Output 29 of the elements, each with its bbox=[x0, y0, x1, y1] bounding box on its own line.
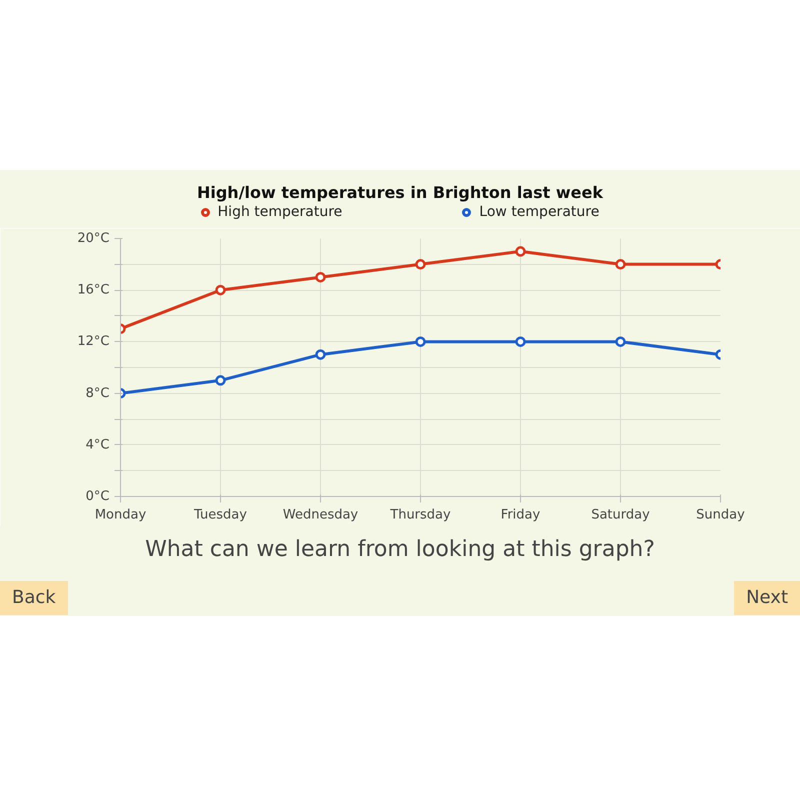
point bbox=[415, 259, 426, 270]
point bbox=[415, 336, 426, 347]
point bbox=[215, 284, 226, 296]
x-tick-label: Monday bbox=[94, 508, 146, 522]
x-tick-label: Tuesday bbox=[193, 508, 248, 522]
y-tick-label: 16°C bbox=[77, 282, 110, 298]
text: What can we learn from looking at this graph? bbox=[144, 536, 656, 564]
x-tick-label: Friday bbox=[500, 508, 541, 522]
legend-label: High temperature bbox=[216, 204, 342, 220]
x-tick-label: Sunday bbox=[696, 508, 746, 522]
point bbox=[315, 272, 326, 282]
point bbox=[515, 246, 526, 257]
x-tick-label: Wednesday bbox=[282, 508, 358, 522]
legend-label: Low temperature bbox=[478, 204, 600, 220]
y-tick-label: 12°C bbox=[77, 334, 110, 350]
x-tick-label: Saturday bbox=[591, 508, 650, 522]
x-tick-label: Thursday bbox=[389, 508, 452, 522]
point bbox=[615, 336, 626, 347]
y-tick-label: 4°C bbox=[86, 437, 110, 452]
y-tick-label: 8°C bbox=[86, 386, 110, 401]
y-tick-label: 0°C bbox=[86, 489, 110, 504]
text: Next bbox=[734, 581, 800, 615]
point bbox=[515, 336, 526, 347]
chart-title: High/low temperatures in Brighton last week bbox=[196, 182, 604, 204]
y-tick-label: 20°C bbox=[77, 231, 110, 246]
point bbox=[215, 375, 226, 386]
text: Back bbox=[0, 581, 68, 615]
point bbox=[615, 259, 626, 270]
point bbox=[315, 349, 326, 360]
